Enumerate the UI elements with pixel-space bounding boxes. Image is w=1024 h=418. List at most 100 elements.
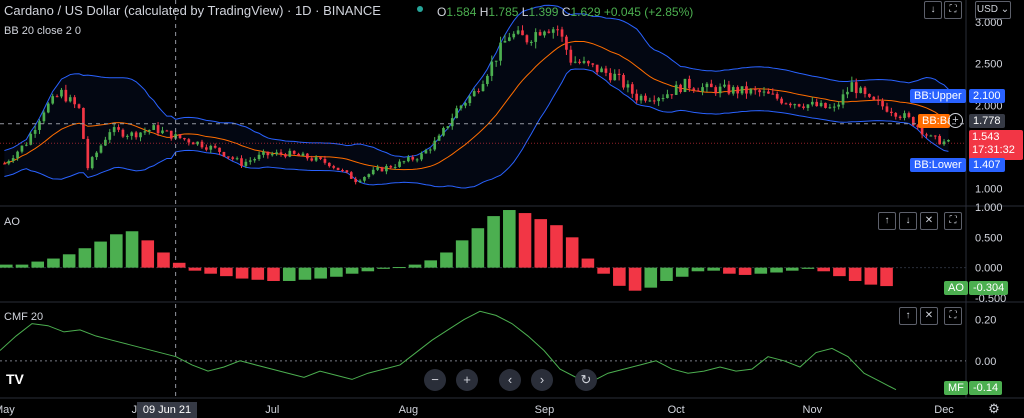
zoom-out-button[interactable]: − xyxy=(424,369,446,391)
candle-body xyxy=(341,170,344,172)
candle-body xyxy=(7,161,11,164)
candle-body xyxy=(731,87,735,94)
last-price-value: 1.543 xyxy=(972,131,1000,143)
candle-body xyxy=(767,91,770,94)
candle-body xyxy=(446,126,450,128)
candle-body xyxy=(587,61,590,64)
candle-body xyxy=(90,157,94,169)
candle-body xyxy=(810,101,814,105)
settings-gear-icon[interactable]: ⚙ xyxy=(988,401,1000,416)
candle-body xyxy=(156,125,160,134)
add-alert-icon[interactable]: + xyxy=(948,113,963,128)
ao-bar xyxy=(188,267,202,271)
candle-body xyxy=(622,74,625,88)
candle-body xyxy=(257,154,261,160)
candle-body xyxy=(288,150,292,157)
candle-body xyxy=(793,104,797,106)
ao-axis-tick: 0.500 xyxy=(975,232,1003,244)
fullscreen-button[interactable]: ⛶ xyxy=(944,1,962,19)
cmf-maximize-button[interactable]: ⛶ xyxy=(944,307,962,325)
candle-body xyxy=(828,107,832,109)
ao-move-up-button[interactable]: ↑ xyxy=(878,212,896,230)
price-axis-tick: 2.000 xyxy=(975,100,1003,112)
candle-body xyxy=(468,96,472,104)
ao-move-down-button[interactable]: ↓ xyxy=(899,212,917,230)
scroll-right-button[interactable]: › xyxy=(531,369,553,391)
high-value: 1.785 xyxy=(488,5,519,19)
candle-body xyxy=(270,154,274,156)
candle-body xyxy=(942,141,946,145)
ao-bar xyxy=(251,267,265,280)
cmf-move-up-button[interactable]: ↑ xyxy=(899,307,917,325)
ao-bar xyxy=(282,267,296,281)
candle-body xyxy=(885,106,889,112)
ao-bar xyxy=(330,267,343,277)
candle-body xyxy=(284,154,287,157)
candle-body xyxy=(301,153,305,156)
candle-body xyxy=(389,166,393,168)
candle-body xyxy=(692,88,696,91)
candle-body xyxy=(525,35,529,43)
candle-body xyxy=(196,141,199,145)
candle-body xyxy=(191,142,195,145)
candle-body xyxy=(29,133,33,145)
candle-body xyxy=(674,84,678,95)
candle-body xyxy=(310,158,314,161)
ao-close-button[interactable]: ✕ xyxy=(920,212,938,230)
candle-body xyxy=(771,93,775,95)
candle-body xyxy=(868,93,871,97)
zoom-in-button[interactable]: + xyxy=(456,369,478,391)
scroll-left-button[interactable]: ‹ xyxy=(499,369,521,391)
candle-body xyxy=(657,98,660,102)
candle-body xyxy=(275,152,278,155)
candle-body xyxy=(169,130,173,139)
candle-body xyxy=(11,158,15,162)
candle-body xyxy=(20,145,24,152)
candle-body xyxy=(903,113,906,118)
ao-bar xyxy=(644,267,658,288)
ao-bar xyxy=(597,267,610,274)
ao-bar xyxy=(770,267,783,273)
candle-body xyxy=(547,31,551,33)
candle-body xyxy=(358,180,362,183)
ao-bar xyxy=(220,267,233,277)
candle-body xyxy=(209,145,213,150)
crosshair-date-label: 09 Jun 21 xyxy=(137,402,197,418)
candle-body xyxy=(666,94,669,99)
candle-body xyxy=(508,37,511,41)
candle-body xyxy=(644,95,647,101)
ao-maximize-button[interactable]: ⛶ xyxy=(944,212,962,230)
scroll-down-button[interactable]: ↓ xyxy=(924,1,942,19)
currency-selector[interactable]: USD ⌄ xyxy=(975,1,1011,19)
symbol-title: Cardano / US Dollar (calculated by Tradi… xyxy=(4,3,381,18)
time-axis-tick: Aug xyxy=(399,404,419,416)
candle-body xyxy=(551,29,555,33)
ao-bar xyxy=(157,252,170,268)
ao-bar xyxy=(408,264,422,268)
bb-lower-value: 1.407 xyxy=(969,158,1005,172)
candle-body xyxy=(183,138,186,140)
bb-basis-label: BB:Basis xyxy=(918,114,950,128)
tradingview-logo[interactable]: TV xyxy=(6,371,24,387)
ao-bar xyxy=(801,267,815,269)
candle-body xyxy=(723,84,726,87)
candle-body xyxy=(718,86,722,94)
ao-bar xyxy=(204,267,217,274)
low-value: 1.399 xyxy=(528,5,559,19)
candle-body xyxy=(428,149,432,151)
reset-chart-button[interactable]: ↻ xyxy=(575,369,597,391)
ao-bar xyxy=(550,225,563,268)
ao-bar xyxy=(78,248,92,268)
cmf-close-button[interactable]: ✕ xyxy=(920,307,938,325)
ao-bar xyxy=(565,237,579,268)
candle-body xyxy=(837,104,841,107)
ao-bar xyxy=(785,267,799,271)
candle-body xyxy=(424,150,428,154)
price-axis-tick: 1.000 xyxy=(975,183,1003,195)
candle-body xyxy=(762,91,766,93)
candle-body xyxy=(916,125,920,127)
candle-body xyxy=(73,97,76,105)
candle-body xyxy=(33,129,37,134)
candle-body xyxy=(701,87,704,92)
